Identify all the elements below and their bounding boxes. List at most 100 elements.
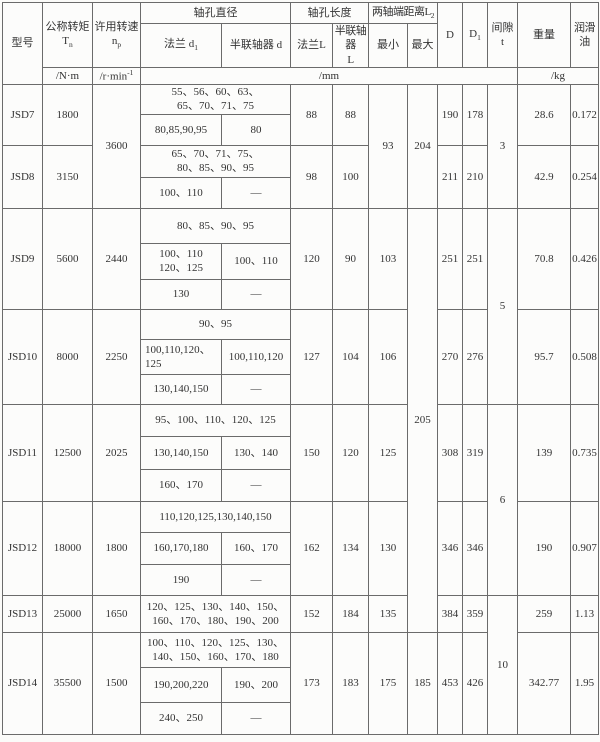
cell-jsd7-weight: 28.6 bbox=[517, 83, 572, 146]
row-jsd9-3: 130 — bbox=[3, 278, 599, 310]
cell-jsd9-speed: 2440 bbox=[92, 207, 141, 310]
cell-jsd11-D1: 319 bbox=[462, 403, 489, 502]
cell-jsd11-min: 125 bbox=[368, 403, 408, 502]
d1-subscript: 1 bbox=[477, 33, 481, 43]
cell-jsd7-8-speed: 3600 bbox=[92, 83, 141, 209]
header-row-units: /N·m /r·min-1 /mm /kg bbox=[3, 66, 600, 85]
cell-jsd9-halfL: 90 bbox=[332, 207, 369, 310]
cell-jsd9-flangeL: 120 bbox=[290, 207, 333, 310]
cell-jsd9-bore2-half: 100、110 bbox=[221, 242, 291, 280]
header-flange-L: 法兰L bbox=[290, 23, 333, 68]
d1-symbol: D bbox=[469, 27, 478, 40]
cell-jsd14-model: JSD14 bbox=[2, 631, 43, 735]
cell-jsd14-torque: 35500 bbox=[42, 631, 93, 735]
header-flange-d1: 法兰 d1 bbox=[140, 23, 222, 68]
row-jsd10-3: 130,140,150 — bbox=[3, 373, 599, 405]
cell-jsd13-halfL: 184 bbox=[332, 594, 369, 633]
cell-jsd11-bore3-half: — bbox=[221, 468, 291, 502]
cell-jsd12-bore3-half: — bbox=[221, 563, 291, 596]
cell-jsd13-oil: 1.13 bbox=[570, 594, 600, 633]
cell-jsd7-D1: 178 bbox=[462, 83, 489, 146]
torque-symbol: T bbox=[62, 35, 69, 48]
cell-jsd10-halfL: 104 bbox=[332, 308, 369, 405]
cell-jsd7-torque: 1800 bbox=[42, 83, 93, 146]
cell-jsd12-bore3-flange: 190 bbox=[140, 563, 222, 596]
row-jsd7-2: 80,85,90,95 80 bbox=[3, 113, 599, 146]
cell-jsd10-torque: 8000 bbox=[42, 308, 93, 405]
unit-speed: /r·min-1 bbox=[92, 66, 141, 85]
cell-jsd12-oil: 0.907 bbox=[570, 500, 600, 596]
cell-jsd8-weight: 42.9 bbox=[517, 144, 572, 209]
cell-jsd9-oil: 0.426 bbox=[570, 207, 600, 310]
cell-jsd10-flangeL: 127 bbox=[290, 308, 333, 405]
row-jsd7-1: JSD7 1800 3600 55、56、60、63、 65、70、71、75 … bbox=[2, 83, 600, 209]
cell-jsd11-bore2-flange: 130,140,150 bbox=[140, 435, 222, 470]
cell-jsd7-8-gap: 3 bbox=[487, 83, 519, 209]
cell-jsd8-bore2-flange: 100、110 bbox=[140, 176, 222, 209]
header-max: 最大 bbox=[406, 23, 439, 68]
cell-jsd9-10-gap: 5 bbox=[487, 207, 519, 405]
cell-jsd8-D: 211 bbox=[437, 144, 464, 209]
gap-symbol: t bbox=[500, 35, 505, 48]
cell-jsd11-model: JSD11 bbox=[2, 403, 43, 502]
row-jsd10-1: JSD10 8000 2250 90、95 127 104 106 270 27… bbox=[2, 308, 600, 405]
cell-jsd11-bore1: 95、100、110、120、125 bbox=[140, 403, 291, 437]
row-jsd11-1: JSD11 12500 2025 95、100、110、120、125 150 … bbox=[2, 403, 600, 596]
row-jsd9-1: JSD9 5600 2440 80、85、90、95 120 90 103 20… bbox=[2, 207, 600, 633]
cell-jsd8-torque: 3150 bbox=[42, 144, 93, 209]
shaft-distance-label: 两轴端距离L bbox=[372, 6, 431, 19]
cell-jsd14-flangeL: 173 bbox=[290, 631, 333, 735]
header-torque: 公称转矩 Tn bbox=[42, 2, 93, 68]
header-shaft-distance: 两轴端距离L2 bbox=[367, 2, 439, 24]
cell-jsd8-model: JSD8 bbox=[2, 144, 43, 209]
unit-speed-exponent: -1 bbox=[127, 67, 134, 77]
cell-jsd12-bore2-half: 160、170 bbox=[221, 531, 291, 565]
cell-jsd10-speed: 2250 bbox=[92, 308, 141, 405]
cell-jsd12-D1: 346 bbox=[462, 500, 489, 596]
cell-jsd12-flangeL: 162 bbox=[290, 500, 333, 596]
cell-jsd11-12-gap: 6 bbox=[487, 403, 519, 596]
cell-jsd14-speed: 1500 bbox=[92, 631, 141, 735]
header-row-2: 法兰 d1 半联轴器 d 法兰L 半联轴器 L 最小 最大 bbox=[3, 23, 599, 68]
cell-jsd8-flangeL: 98 bbox=[290, 144, 333, 209]
row-jsd8-1: JSD8 3150 65、70、71、75、 80、85、90、95 98 10… bbox=[2, 144, 600, 209]
cell-jsd9-weight: 70.8 bbox=[517, 207, 572, 310]
row-jsd11-2: 130,140,150 130、140 bbox=[3, 435, 599, 470]
cell-jsd9-min: 103 bbox=[368, 207, 408, 310]
cell-jsd13-min: 135 bbox=[368, 594, 408, 633]
cell-jsd14-oil: 1.95 bbox=[570, 631, 600, 735]
speed-subscript: p bbox=[117, 40, 122, 50]
speed-symbol: n bbox=[111, 35, 118, 48]
cell-jsd7-halfL: 88 bbox=[332, 83, 369, 146]
cell-jsd8-bore1: 65、70、71、75、 80、85、90、95 bbox=[140, 144, 291, 178]
cell-jsd12-halfL: 134 bbox=[332, 500, 369, 596]
cell-jsd11-oil: 0.735 bbox=[570, 403, 600, 502]
cell-jsd14-bore3-flange: 240、250 bbox=[140, 701, 222, 735]
cell-jsd12-bore2-flange: 160,170,180 bbox=[140, 531, 222, 565]
cell-jsd10-min: 106 bbox=[368, 308, 408, 405]
cell-jsd11-halfL: 120 bbox=[332, 403, 369, 502]
header-bore-diameter: 轴孔直径 bbox=[140, 2, 291, 24]
cell-jsd13-model: JSD13 bbox=[2, 594, 43, 633]
header-weight: 重量 bbox=[517, 2, 572, 68]
header-D1: D1 bbox=[462, 2, 489, 68]
row-jsd14-1: JSD14 35500 1500 100、110、120、125、130、 14… bbox=[2, 631, 600, 735]
cell-jsd11-D: 308 bbox=[437, 403, 464, 502]
cell-jsd11-bore3-flange: 160、170 bbox=[140, 468, 222, 502]
row-jsd12-1: JSD12 18000 1800 110,120,125,130,140,150… bbox=[2, 500, 600, 596]
header-oil: 润滑油 bbox=[570, 2, 600, 68]
cell-jsd12-min: 130 bbox=[368, 500, 408, 596]
cell-jsd11-weight: 139 bbox=[517, 403, 572, 502]
row-jsd10-2: 100,110,120、 125 100,110,120 bbox=[3, 338, 599, 375]
row-jsd12-2: 160,170,180 160、170 bbox=[3, 531, 599, 565]
row-jsd13: JSD13 25000 1650 120、125、130、140、150、 16… bbox=[2, 594, 600, 735]
cell-jsd7-oil: 0.172 bbox=[570, 83, 600, 146]
header-bore-length: 轴孔长度 bbox=[290, 2, 369, 24]
unit-speed-base: /r·min bbox=[99, 70, 128, 83]
unit-kg: /kg bbox=[517, 66, 600, 85]
cell-jsd7-D: 190 bbox=[437, 83, 464, 146]
header-speed: 许用转速 np bbox=[92, 2, 141, 68]
cell-jsd14-D1: 426 bbox=[462, 631, 489, 735]
cell-jsd7-8-min: 93 bbox=[368, 83, 408, 209]
